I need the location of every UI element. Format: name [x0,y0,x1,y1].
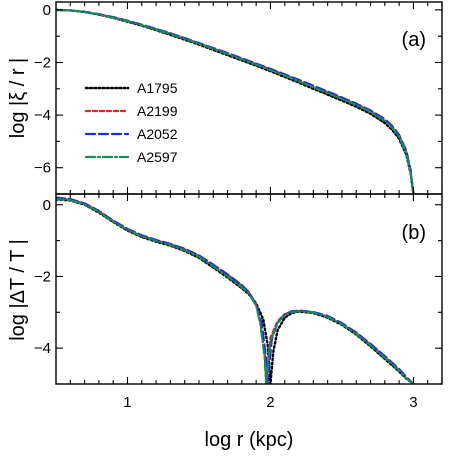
series-line-b-a2052 [56,196,415,384]
plot-frame-a [55,1,443,195]
x-axis-title: log r (kpc) [205,429,294,451]
y-axis-title-a: log |ξ / r | [7,58,29,138]
series-line-b-a1795 [56,198,415,384]
y-tick-label-a: 0 [43,2,51,19]
series-line-a-a2199 [56,8,415,194]
axes: 0 −2 −4 −6 0 −2 −4 1 2 3 [34,1,443,411]
y-tick-label-a: −2 [34,54,51,71]
panel-label-b: (b) [402,222,426,244]
legend-label-a2052: A2052 [137,126,178,142]
legend-label-a2597: A2597 [137,149,178,165]
x-tick-label: 1 [123,394,131,411]
series-line-a-a2597 [56,8,415,194]
x-tick-label: 3 [409,394,417,411]
y-tick-label-b: −4 [34,340,51,357]
series-line-a-a2052 [56,8,415,194]
panel-label-a: (a) [402,29,426,51]
x-tick-label: 2 [266,394,274,411]
y-axis-title-b: log |ΔT / T | [7,239,29,341]
plot-frame-b [55,193,443,385]
legend-label-a2199: A2199 [137,103,178,119]
series-line-a-a1795 [56,8,415,194]
panel-b-series [56,196,415,384]
series-line-b-a2199 [56,197,415,384]
series-line-b-a2597 [56,197,415,384]
y-tick-label-a: −6 [34,160,51,177]
y-tick-label-a: −4 [34,107,51,124]
y-tick-label-b: 0 [43,197,51,214]
legend: A1795 A2199 A2052 A2597 [84,80,178,165]
y-tick-label-b: −2 [34,268,51,285]
panel-a-series [56,8,415,194]
legend-label-a1795: A1795 [137,80,178,96]
